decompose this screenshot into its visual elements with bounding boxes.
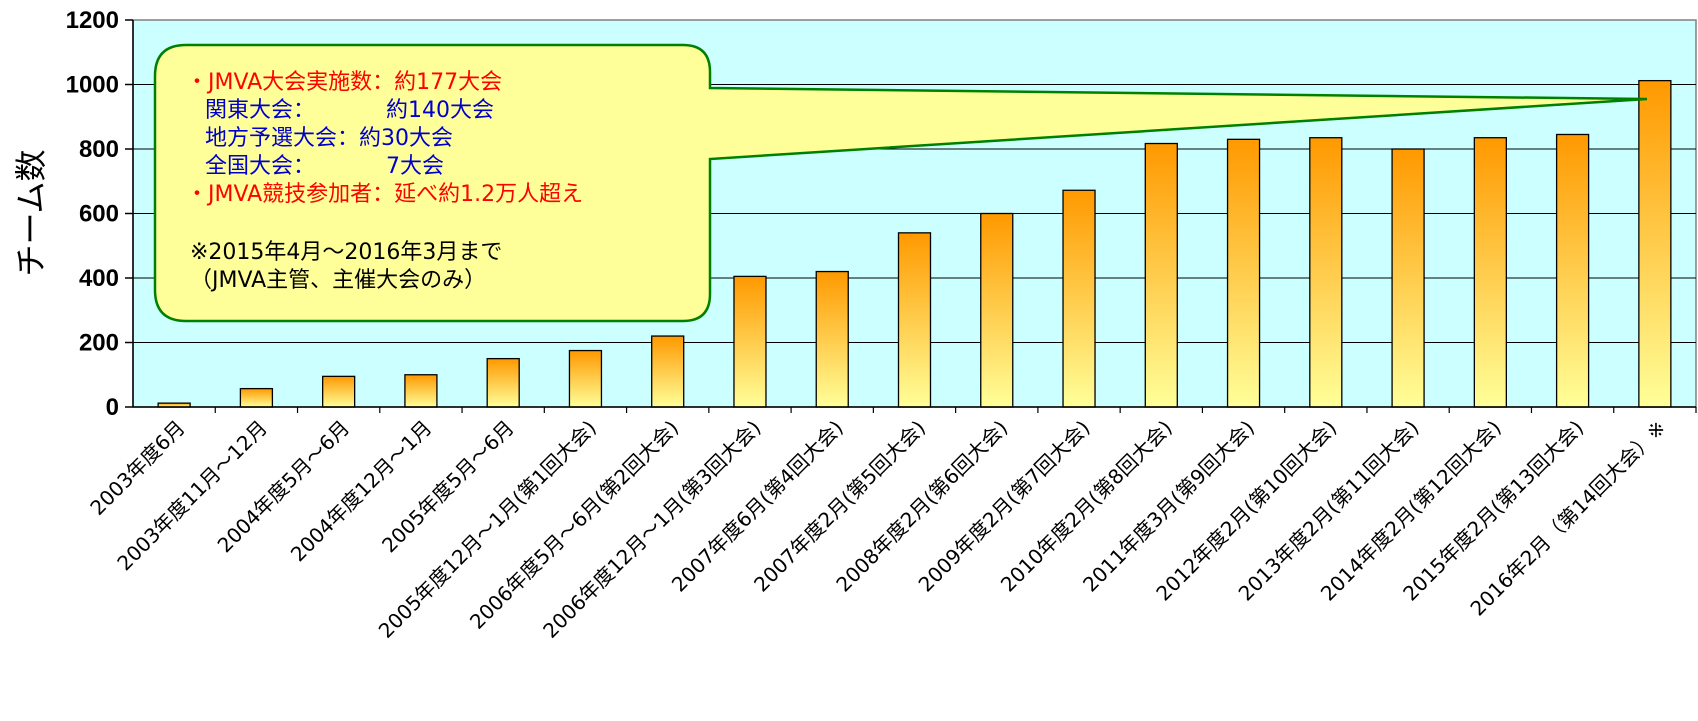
- y-tick-label: 1000: [66, 72, 119, 99]
- bar: [1638, 79, 1672, 408]
- bar: [404, 374, 438, 408]
- callout-line-1: ・JMVA大会実施数：約177大会: [186, 70, 502, 95]
- callout-line-5: ・JMVA競技参加者：延べ約1.2万人超え: [186, 182, 583, 207]
- x-tick-label: 2009年度2月(第7回大会): [914, 416, 1095, 597]
- bar: [1391, 148, 1425, 408]
- y-tick-label: 200: [79, 330, 119, 357]
- y-tick-label: 0: [106, 394, 119, 421]
- x-tick-label: 2003年度11月～12月: [112, 416, 272, 576]
- x-axis: 2003年度6月2003年度11月～12月2004年度5月～6月2004年度12…: [85, 407, 1697, 643]
- bar: [651, 335, 685, 408]
- bar: [1473, 137, 1507, 408]
- y-axis: 0 200 400 600 800 1000 1200: [66, 7, 1696, 421]
- annotation-callout: ・JMVA大会実施数：約177大会 関東大会： 約140大会 地方予選大会：約3…: [153, 43, 1648, 323]
- bar: [733, 275, 767, 408]
- bar: [1226, 138, 1261, 408]
- callout-line-6: ※2015年4月～2016年3月まで: [190, 240, 502, 265]
- y-tick-label: 1200: [66, 7, 119, 34]
- x-tick-label: 2010年度2月(第8回大会): [996, 416, 1177, 597]
- x-tick-label: 2004年度12月～1月: [286, 416, 437, 567]
- bar: [980, 212, 1014, 408]
- bar: [486, 357, 520, 408]
- x-tick-label: 2011年度3月(第9回大会): [1078, 416, 1259, 597]
- callout-line-2: 関東大会：: [205, 98, 315, 123]
- y-axis-label: チーム数: [12, 149, 50, 276]
- bars: [157, 79, 1672, 408]
- callout-bubble: [153, 43, 1648, 323]
- callout-line-3: 地方予選大会：約30大会: [205, 126, 453, 151]
- x-tick-label: 2007年度2月(第5回大会): [749, 416, 930, 597]
- bar: [897, 232, 932, 408]
- callout-line-4: 全国大会：: [205, 154, 315, 179]
- y-tick-label: 400: [79, 265, 119, 292]
- bar: [322, 375, 356, 408]
- bar: [1309, 137, 1343, 408]
- bar: [815, 270, 849, 408]
- bar: [568, 349, 603, 408]
- y-tick-label: 600: [79, 201, 119, 228]
- bar: [1062, 189, 1096, 408]
- x-tick-label: 2007年度6月(第4回大会): [667, 416, 848, 597]
- bar: [239, 387, 274, 408]
- callout-line-7: （JMVA主管、主催大会のみ）: [190, 268, 486, 293]
- y-tick-label: 800: [79, 136, 119, 163]
- callout-line-4-value: 7大会: [386, 154, 444, 179]
- callout-line-2-value: 約140大会: [386, 98, 494, 123]
- bar: [1555, 133, 1590, 408]
- bar: [1144, 142, 1178, 408]
- x-tick-label: 2008年度2月(第6回大会): [831, 416, 1012, 597]
